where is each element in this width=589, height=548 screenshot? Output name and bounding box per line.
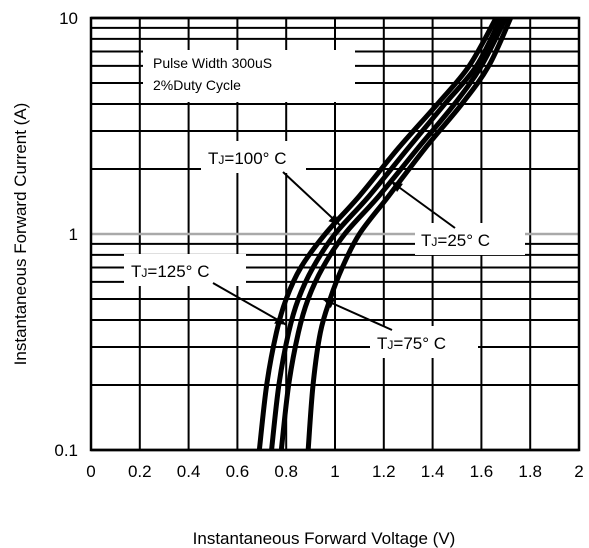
arrow-head [328, 213, 340, 226]
annotation-labels: TJ=100° CTJ=25° CTJ=125° CTJ=75° CPulse … [131, 55, 490, 353]
x-tick-label: 0 [86, 462, 95, 481]
curve-series-4 [305, 16, 513, 451]
x-tick-label: 1.8 [518, 462, 542, 481]
annotation-tj-25: TJ=25° C [421, 231, 490, 250]
annotation-subscript: J [218, 153, 224, 167]
tick-labels: 0 0.2 0.4 0.6 0.8 1 1.2 1.4 1.6 1.8 2 0.1 1 10 [54, 9, 583, 481]
curve-series-1 [256, 16, 499, 451]
note-box [143, 50, 355, 102]
x-tick-label: 0.8 [274, 462, 298, 481]
arrow-line [390, 180, 456, 229]
annotation-value: =125° C [147, 262, 209, 281]
label-box-25 [415, 223, 525, 255]
x-tick-label: 0.6 [226, 462, 250, 481]
arrow-line [322, 298, 393, 331]
y-tick-label: 1 [69, 225, 78, 244]
annotation-value: =75° C [393, 334, 446, 353]
x-tick-label: 2 [574, 462, 583, 481]
x-tick-label: 1 [330, 462, 339, 481]
annotation-t: T [131, 262, 141, 281]
annotation-tj-75: TJ=75° C [377, 334, 446, 353]
curve-series-3 [278, 16, 509, 451]
annotation-t: T [377, 334, 387, 353]
annotation-t: T [208, 149, 218, 168]
x-tick-label: 1.6 [470, 462, 494, 481]
plot-frame [89, 16, 581, 452]
y-tick-label: 10 [59, 9, 78, 28]
annotation-subscript: J [431, 235, 437, 249]
y-axis-label: Instantaneous Forward Current (A) [11, 103, 30, 366]
annotation-value: =100° C [224, 149, 286, 168]
note-line-2: 2%Duty Cycle [153, 77, 241, 93]
note-line-1: Pulse Width 300uS [153, 55, 272, 71]
curves [256, 16, 513, 451]
x-tick-label: 1.2 [372, 462, 396, 481]
annotation-tj-125: TJ=125° C [131, 262, 209, 281]
annotation-subscript: J [387, 338, 393, 352]
x-tick-label: 0.4 [177, 462, 201, 481]
x-tick-label: 1.4 [421, 462, 445, 481]
arrow-head [274, 314, 287, 325]
annotation-tj-100: TJ=100° C [208, 149, 286, 168]
x-axis-label: Instantaneous Forward Voltage (V) [193, 529, 456, 548]
label-box-75 [370, 326, 478, 358]
label-box-100 [201, 141, 306, 173]
label-boxes [124, 50, 525, 358]
arrow-head [322, 298, 335, 309]
annotation-t: T [421, 231, 431, 250]
annotation-arrows [212, 171, 456, 331]
arrow-head [391, 181, 403, 193]
arrow-line [282, 171, 341, 226]
y-tick-label: 0.1 [54, 441, 78, 460]
annotation-subscript: J [141, 266, 147, 280]
x-tick-label: 0.2 [128, 462, 152, 481]
curve-series-2 [269, 16, 504, 451]
label-box-125 [124, 254, 246, 286]
arrow-line [212, 282, 287, 326]
annotation-value: =25° C [437, 231, 490, 250]
